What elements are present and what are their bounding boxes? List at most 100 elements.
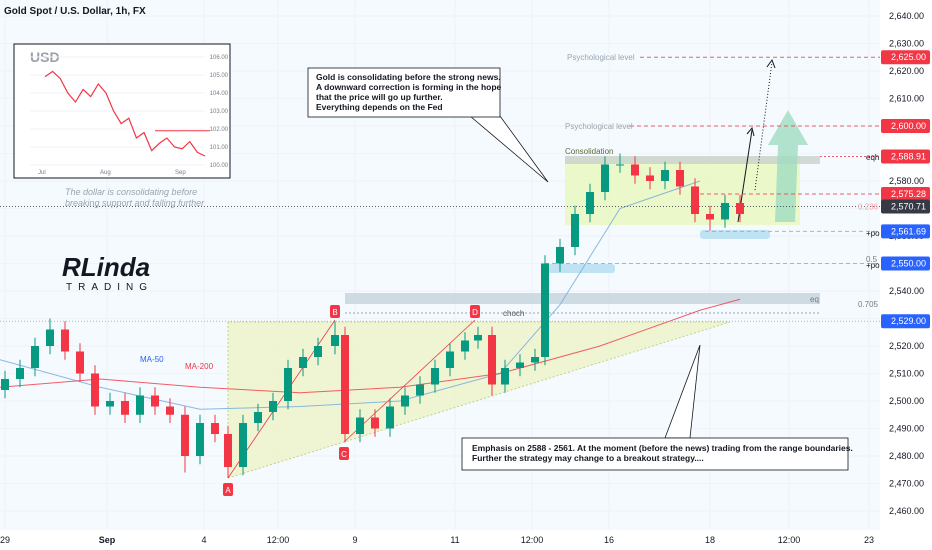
price-label-box xyxy=(881,50,930,65)
point-marker xyxy=(330,305,340,318)
y-tick-label: 2,630.00 xyxy=(889,38,924,48)
candle-body xyxy=(461,340,469,352)
price-label: 2,625.00 xyxy=(891,52,926,62)
candle-body xyxy=(181,414,189,457)
candle-body xyxy=(314,345,322,358)
candle-body xyxy=(586,191,594,214)
callout-text: Everything depends on the Fed xyxy=(316,102,443,112)
y-tick-label: 2,610.00 xyxy=(889,93,924,103)
y-tick-label: 2,580.00 xyxy=(889,176,924,186)
annotation: 0.5 xyxy=(866,255,878,264)
annotation: Psychological level xyxy=(565,122,633,131)
candle-body xyxy=(371,417,379,429)
inset-x-label: Sep xyxy=(175,170,186,176)
x-tick-label: 16 xyxy=(604,535,614,545)
annotation: Psychological level xyxy=(567,53,635,62)
triangle-zone xyxy=(227,321,731,479)
inset-tick-label: 102.00 xyxy=(210,127,229,133)
y-tick-label: 2,540.00 xyxy=(889,286,924,296)
y-tick-label: 2,470.00 xyxy=(889,479,924,489)
price-label: 2,575.28 xyxy=(891,189,926,199)
y-tick-label: 2,640.00 xyxy=(889,11,924,21)
candle-body xyxy=(446,351,454,369)
candle-body xyxy=(474,334,482,341)
point-marker-label: A xyxy=(225,486,231,495)
arrow-head xyxy=(746,126,755,137)
price-label-box xyxy=(881,314,930,329)
time-axis-bg xyxy=(0,530,880,550)
ob-zone xyxy=(565,156,820,164)
candle-body xyxy=(46,329,54,346)
annotation: +poi xyxy=(866,229,882,238)
candle-body xyxy=(431,368,439,385)
x-tick-label: 12:00 xyxy=(778,535,801,545)
poi-zone xyxy=(700,230,770,239)
annotation: MA-50 xyxy=(140,355,164,364)
candle-body xyxy=(706,213,714,220)
path-arrow xyxy=(754,61,773,191)
price-label-box xyxy=(881,199,930,214)
x-tick-label: 12:00 xyxy=(521,535,544,545)
candle-body xyxy=(284,368,292,402)
moving-average xyxy=(0,298,741,394)
candle-body xyxy=(386,406,394,429)
candle-body xyxy=(299,357,307,369)
candle-body xyxy=(736,202,744,214)
candle-body xyxy=(211,423,219,435)
moving-average xyxy=(0,180,701,410)
candle-body xyxy=(121,401,129,415)
point-marker-label: C xyxy=(341,450,347,459)
candle-body xyxy=(151,395,159,407)
price-label-box xyxy=(881,186,930,201)
candle-body xyxy=(239,423,247,468)
x-tick-label: Sep xyxy=(99,535,116,545)
inset-tick-label: 104.00 xyxy=(210,91,229,97)
price-label: 2,570.71 xyxy=(891,202,926,212)
callout-box xyxy=(307,67,501,118)
annotation: +poi xyxy=(866,261,882,270)
candle-body xyxy=(16,368,24,380)
y-tick-label: 2,490.00 xyxy=(889,424,924,434)
x-tick-label: 11 xyxy=(450,535,459,545)
price-label: 2,529.00 xyxy=(891,316,926,326)
callout-text: A downward correction is forming in the … xyxy=(316,82,502,92)
price-label: 2,561.69 xyxy=(891,226,926,236)
candle-body xyxy=(331,334,339,346)
candle-body xyxy=(269,401,277,413)
annotation: 0.705 xyxy=(858,300,879,309)
poi-zone xyxy=(548,264,615,273)
y-tick-label: 2,510.00 xyxy=(889,369,924,379)
price-label: 2,588.91 xyxy=(891,151,926,161)
price-label-box xyxy=(881,149,930,164)
point-marker-label: D xyxy=(472,308,478,317)
candle-body xyxy=(416,384,424,396)
price-label: 2,550.00 xyxy=(891,258,926,268)
x-tick-label: 23 xyxy=(864,535,874,545)
candle-body xyxy=(224,434,232,468)
callout-text: Gold is consolidating before the strong … xyxy=(316,72,501,82)
candle-body xyxy=(691,186,699,214)
inset-x-label: Aug xyxy=(100,170,111,176)
inset-x-label: Jul xyxy=(38,170,46,176)
price-label: 2,600.00 xyxy=(891,121,926,131)
candle-body xyxy=(196,423,204,457)
candle-body xyxy=(1,379,9,391)
point-marker xyxy=(470,305,480,318)
price-label-box xyxy=(881,118,930,133)
eq-zone xyxy=(345,293,820,304)
candle-body xyxy=(646,175,654,181)
annotation: choch xyxy=(503,309,524,318)
callout-text: Further the strategy may change to a bre… xyxy=(472,453,704,463)
inset-tick-label: 101.00 xyxy=(210,145,229,151)
candle-body xyxy=(76,351,84,374)
logo-text: TRADING xyxy=(66,282,153,293)
candle-body xyxy=(616,164,624,166)
candle-body xyxy=(661,169,669,181)
candle-body xyxy=(61,329,69,352)
candle-body xyxy=(541,263,549,358)
candle-body xyxy=(556,246,564,264)
x-tick-label: 12:00 xyxy=(267,535,290,545)
logo-text: RLinda xyxy=(62,252,150,282)
